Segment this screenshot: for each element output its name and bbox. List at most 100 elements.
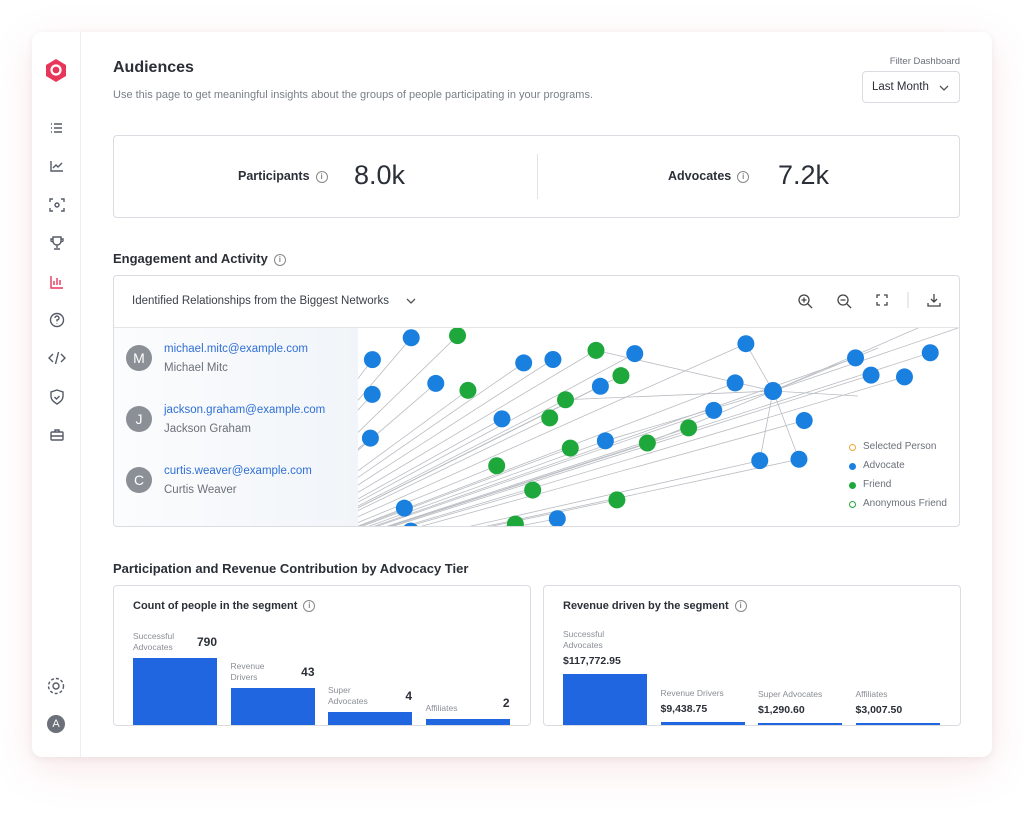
friend-node [541,409,559,427]
edge [772,328,919,392]
chart-card: Revenue driven by the segment i $117,772.9… [543,585,961,726]
email[interactable]: jackson.graham@example.com [164,404,326,416]
person-name: Curtis Weaver [164,484,237,496]
zoom-out[interactable] [837,294,852,309]
stat-value: 8.0k [354,160,406,190]
reports-icon[interactable] [50,276,63,289]
bar [133,658,217,725]
edge [485,458,800,526]
filter-value: Last Month [872,81,929,93]
divider [537,154,538,199]
category-label: Successful Advocates [133,631,175,652]
user-avatar[interactable]: A [47,715,65,733]
info-icon[interactable]: i [303,600,316,612]
code-icon[interactable] [48,351,66,365]
advocate-node [764,382,782,400]
value-label: $3,007.50 [855,704,903,716]
edge [745,343,774,392]
edge [420,420,805,526]
download[interactable] [927,294,941,307]
edge [358,350,597,493]
avatar: M [126,345,152,371]
advocate-node [596,432,614,450]
info-icon[interactable]: i [734,600,747,612]
friend-node [506,515,524,526]
email[interactable]: curtis.weaver@example.com [164,465,312,477]
advocate-node [515,354,533,372]
email[interactable]: michael.mitc@example.com [164,343,308,355]
stat-label-text: Participants [238,169,310,183]
advocate-node [395,499,413,517]
edge [373,357,856,526]
list-icon[interactable] [51,123,62,133]
graph-selector[interactable]: Identified Relationships from the Bigges… [132,295,389,307]
advocate-node [548,510,566,526]
edge [772,328,959,392]
fullscreen[interactable] [876,294,888,306]
bar [758,723,842,725]
analytics-icon[interactable] [50,161,63,172]
edge [404,376,905,526]
edge [358,343,747,518]
advocate-node [403,522,418,526]
advocate-node [895,368,913,386]
stat-label: Participants i [238,169,328,183]
edge [358,383,437,451]
stats-card: Participants i 8.0k Advocates i 7.2k [113,135,960,218]
trophy-icon[interactable] [50,236,64,250]
legend-swatch [849,482,856,489]
stat-value: 7.2k [778,160,830,190]
filter-dropdown[interactable]: Last Month [862,71,960,103]
chart-title: Count of people in the segment i [133,600,316,612]
advocate-node [591,377,609,395]
advocate-node [544,350,562,368]
value-label: 2 [502,695,510,710]
edge [772,390,859,397]
settings-icon[interactable] [47,677,65,695]
value-label: $9,438.75 [660,702,708,715]
edge [359,382,736,526]
legend-swatch [849,463,856,470]
legend-label: Friend [863,479,892,490]
audience-icon[interactable] [49,198,65,212]
legend: Selected Person Advocate Friend Anonymous F… [839,441,957,521]
stat-label-text: Advocates [668,169,732,183]
advocate-node [361,429,379,447]
value-label: 790 [196,635,217,649]
friend-node [449,328,467,345]
filter-label: Filter Dashboard [889,56,960,67]
bar [328,711,412,725]
advocate-node [737,335,755,353]
chart-title-text: Count of people in the segment [133,600,298,612]
bar [230,687,315,725]
section-title-text: Engagement and Activity [113,251,268,266]
shield-icon[interactable] [50,389,64,405]
advocate-node [705,401,723,419]
page-subtitle: Use this page to get meaningful insights… [113,89,594,101]
advocate-node [751,452,769,470]
edge [386,427,689,526]
person-name: Michael Mitc [164,362,228,374]
category-label: Revenue Drivers [230,660,265,682]
edge [358,417,550,512]
advocate-node [921,344,939,362]
category-label: Super Advocates [328,684,368,706]
advocate-node [790,450,808,468]
legend-label: Selected Person [863,441,937,452]
edge [490,499,617,526]
advocate-node [862,366,880,384]
value-label: $117,772.95 [563,655,621,667]
chart-title-text: Revenue driven by the segment [563,600,729,612]
value-label: 4 [405,688,412,703]
zoom-in[interactable] [798,294,813,309]
help-icon[interactable] [49,312,65,328]
legend-label: Advocate [863,460,905,471]
edge [392,374,872,526]
toolbox-icon[interactable] [50,429,64,441]
advocate-node [795,412,813,430]
friend-node [488,457,506,475]
friend-node [612,367,630,385]
app-window: A Audiences Use this page to get meaning… [32,32,992,757]
edge [565,390,774,401]
